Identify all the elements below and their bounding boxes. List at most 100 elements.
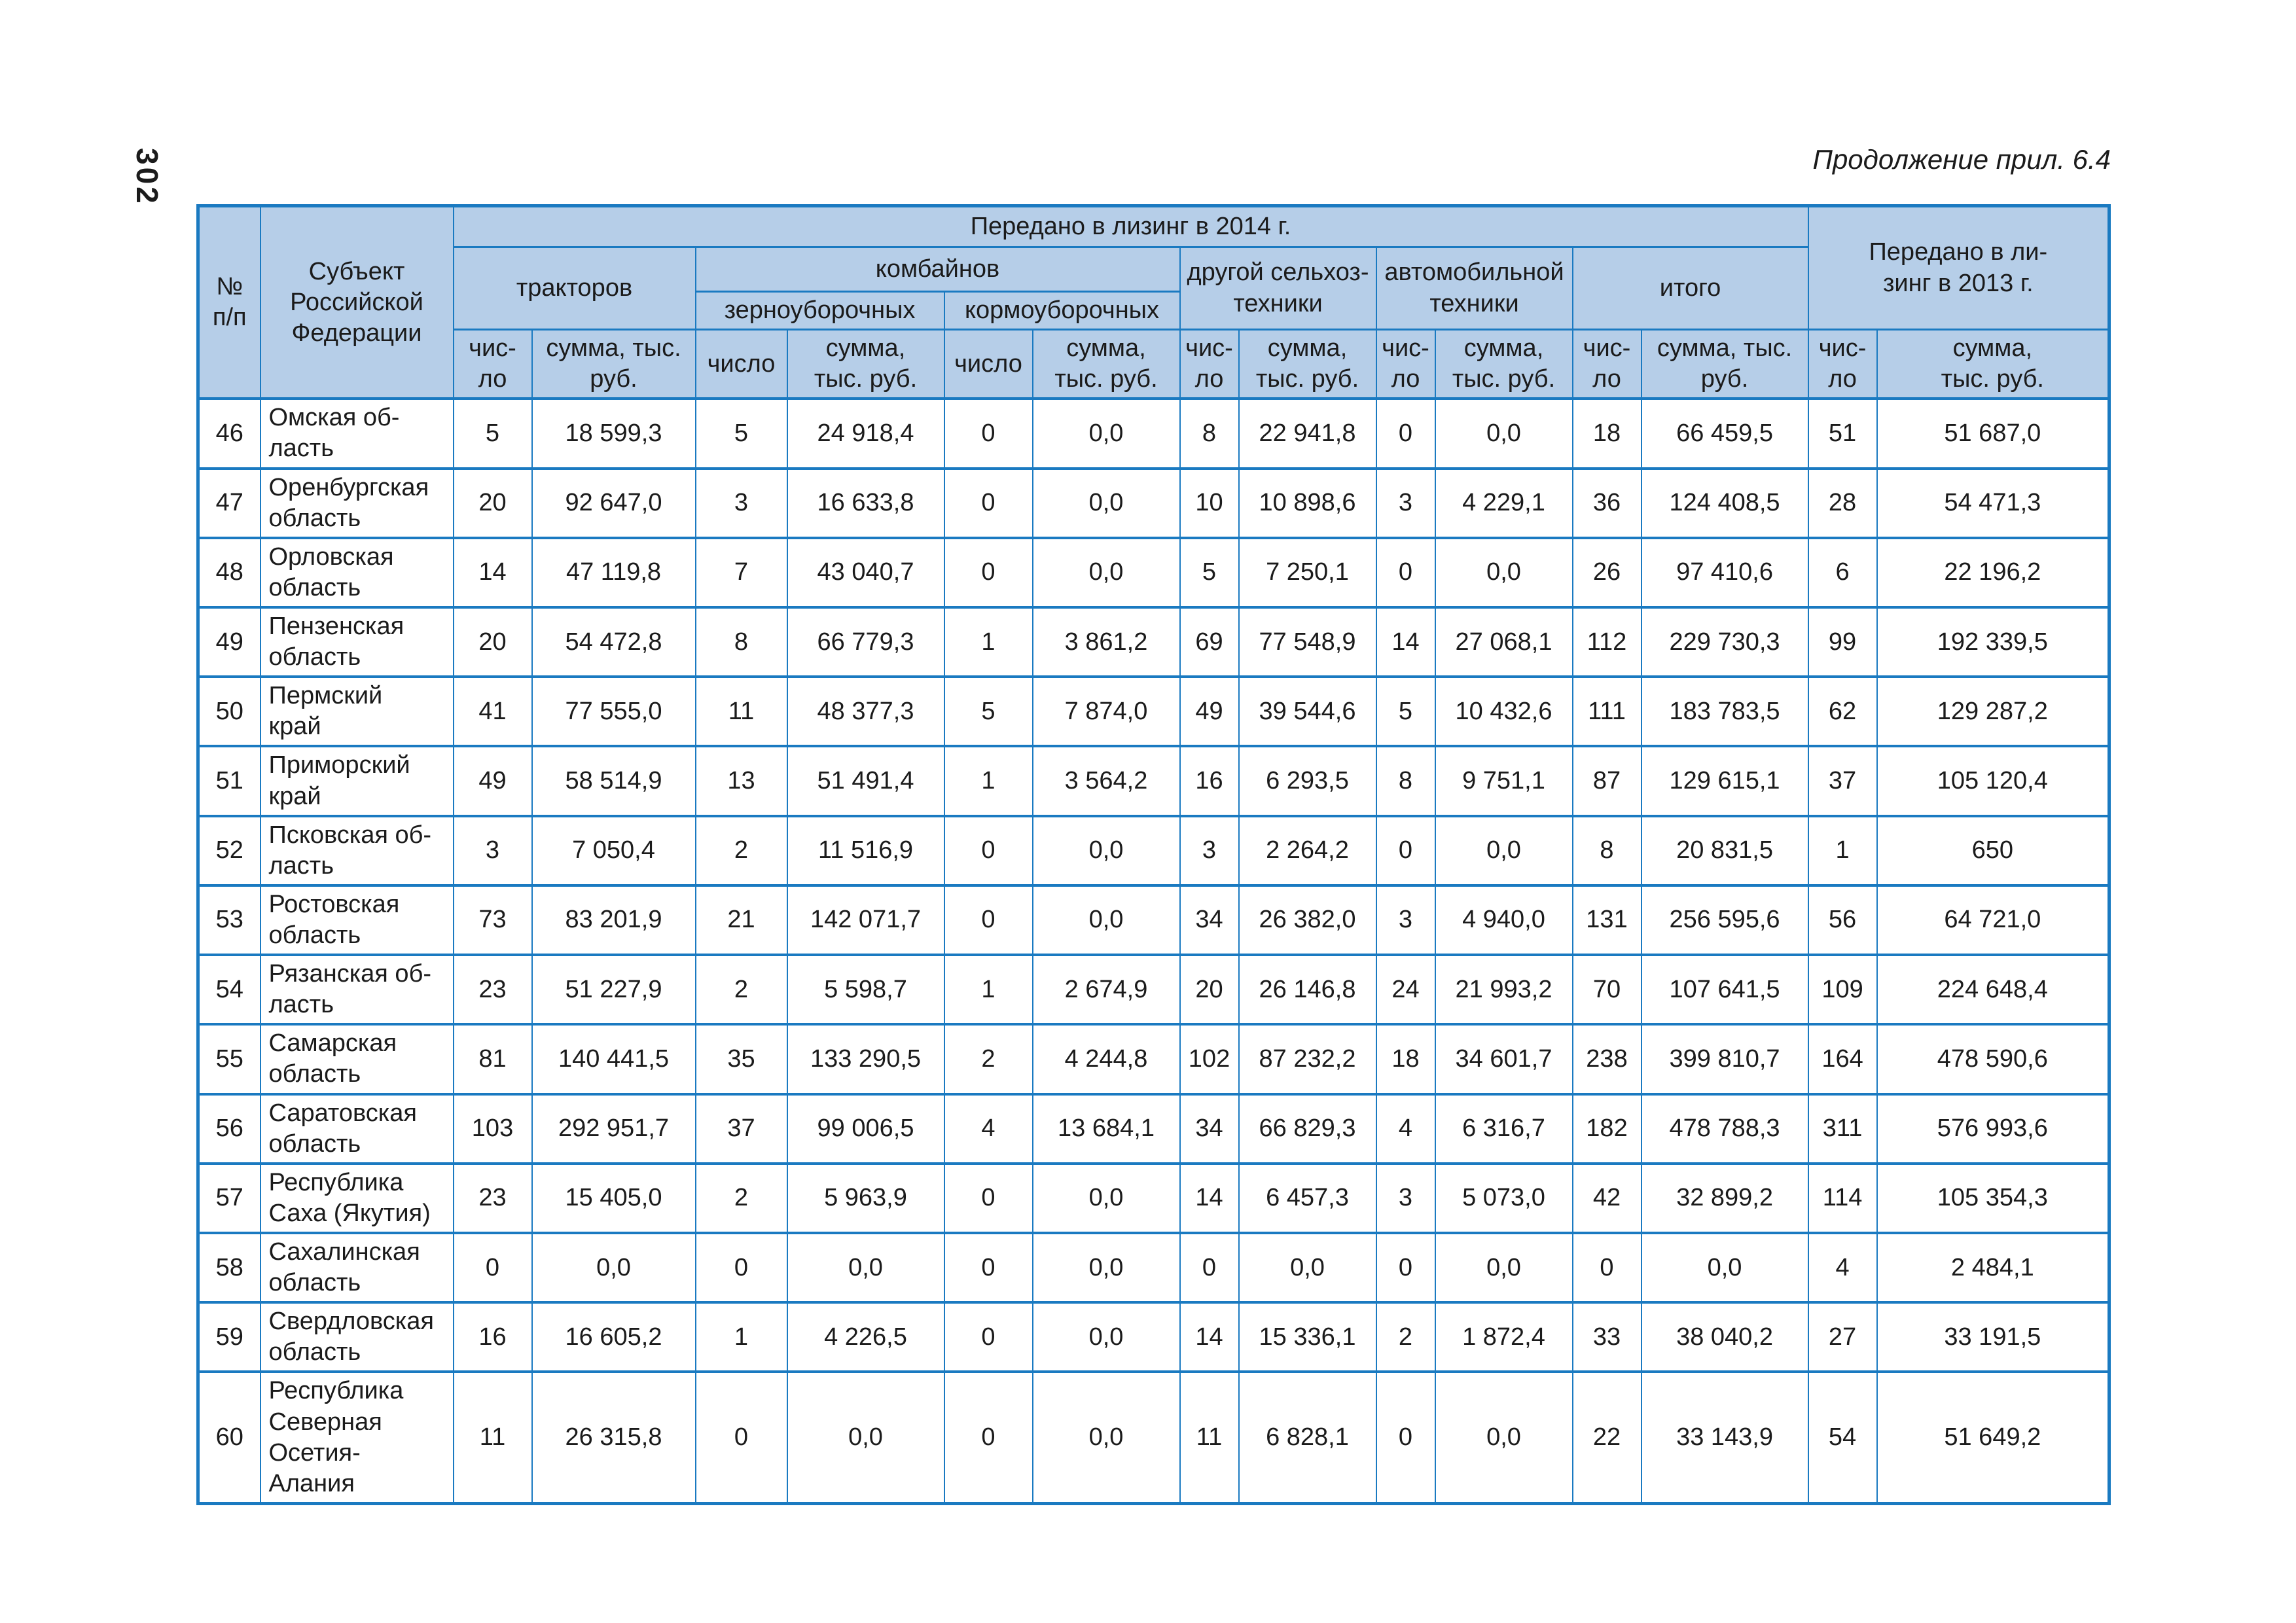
cell-total-count: 70 bbox=[1571, 954, 1642, 1026]
cell-other-sum: 39 544,6 bbox=[1238, 675, 1377, 748]
header-tractors: тракторов bbox=[452, 245, 696, 331]
cell-row-number: 55 bbox=[197, 1023, 261, 1096]
cell-other-count: 69 bbox=[1179, 605, 1240, 679]
cell-grain-count: 0 bbox=[694, 1370, 788, 1505]
cell-total-count: 18 bbox=[1571, 397, 1642, 470]
cell-2013-count: 56 bbox=[1807, 883, 1878, 957]
cell-forage-count: 0 bbox=[943, 467, 1033, 539]
cell-2013-sum: 650 bbox=[1876, 814, 2110, 887]
cell-other-sum: 22 941,8 bbox=[1238, 397, 1377, 470]
cell-other-count: 3 bbox=[1179, 814, 1240, 887]
header-auto-count: чис- ло bbox=[1375, 329, 1436, 400]
cell-forage-count: 4 bbox=[943, 1092, 1033, 1165]
cell-forage-count: 1 bbox=[943, 605, 1033, 679]
cell-tractors-count: 49 bbox=[452, 745, 533, 817]
cell-total-count: 111 bbox=[1571, 675, 1642, 748]
cell-grain-count: 11 bbox=[694, 675, 788, 748]
cell-grain-sum: 5 598,7 bbox=[786, 954, 945, 1026]
cell-grain-count: 8 bbox=[694, 605, 788, 679]
header-auto-sum: сумма, тыс. руб. bbox=[1434, 329, 1573, 400]
cell-auto-count: 2 bbox=[1375, 1301, 1436, 1374]
cell-grain-sum: 133 290,5 bbox=[786, 1023, 945, 1096]
cell-row-number: 47 bbox=[197, 467, 261, 539]
cell-2013-count: 4 bbox=[1807, 1231, 1878, 1304]
leasing-table: № п/п Субъект Российской Федерации Перед… bbox=[196, 204, 2111, 1505]
cell-other-count: 0 bbox=[1179, 1231, 1240, 1304]
cell-tractors-sum: 16 605,2 bbox=[531, 1301, 696, 1374]
table-row: 47 Оренбургская область 20 92 647,0 3 16… bbox=[197, 467, 2110, 539]
cell-tractors-sum: 47 119,8 bbox=[531, 536, 696, 609]
header-forage-count: число bbox=[943, 329, 1033, 400]
cell-2013-count: 62 bbox=[1807, 675, 1878, 748]
header-forage-combines: кормоуборочных bbox=[943, 290, 1181, 331]
cell-auto-count: 4 bbox=[1375, 1092, 1436, 1165]
cell-grain-count: 7 bbox=[694, 536, 788, 609]
cell-row-number: 48 bbox=[197, 536, 261, 609]
cell-region-name: Орловская область bbox=[259, 536, 454, 609]
cell-tractors-sum: 0,0 bbox=[531, 1231, 696, 1304]
cell-other-count: 34 bbox=[1179, 883, 1240, 957]
cell-region-name: Республика Саха (Якутия) bbox=[259, 1162, 454, 1234]
cell-tractors-count: 0 bbox=[452, 1231, 533, 1304]
cell-forage-count: 0 bbox=[943, 883, 1033, 957]
header-2013-sum: сумма, тыс. руб. bbox=[1876, 329, 2110, 400]
table-row: 52 Псковская об- ласть 3 7 050,4 2 11 51… bbox=[197, 814, 2110, 887]
cell-tractors-sum: 140 441,5 bbox=[531, 1023, 696, 1096]
cell-grain-count: 2 bbox=[694, 954, 788, 1026]
table-row: 49 Пензенская область 20 54 472,8 8 66 7… bbox=[197, 605, 2110, 679]
cell-auto-count: 0 bbox=[1375, 814, 1436, 887]
cell-forage-sum: 0,0 bbox=[1031, 814, 1181, 887]
cell-region-name: Самарская область bbox=[259, 1023, 454, 1096]
table-row: 55 Самарская область 81 140 441,5 35 133… bbox=[197, 1023, 2110, 1096]
cell-2013-sum: 22 196,2 bbox=[1876, 536, 2110, 609]
header-forage-sum: сумма, тыс. руб. bbox=[1031, 329, 1181, 400]
cell-tractors-sum: 15 405,0 bbox=[531, 1162, 696, 1234]
cell-auto-sum: 0,0 bbox=[1434, 814, 1573, 887]
cell-grain-sum: 5 963,9 bbox=[786, 1162, 945, 1234]
cell-auto-sum: 6 316,7 bbox=[1434, 1092, 1573, 1165]
cell-other-count: 14 bbox=[1179, 1162, 1240, 1234]
cell-forage-sum: 0,0 bbox=[1031, 536, 1181, 609]
cell-total-count: 131 bbox=[1571, 883, 1642, 957]
cell-grain-sum: 48 377,3 bbox=[786, 675, 945, 748]
cell-auto-sum: 5 073,0 bbox=[1434, 1162, 1573, 1234]
cell-total-sum: 124 408,5 bbox=[1640, 467, 1809, 539]
table-row: 59 Свердловская область 16 16 605,2 1 4 … bbox=[197, 1301, 2110, 1374]
cell-row-number: 60 bbox=[197, 1370, 261, 1505]
cell-other-count: 14 bbox=[1179, 1301, 1240, 1374]
cell-total-sum: 256 595,6 bbox=[1640, 883, 1809, 957]
table-row: 51 Приморский край 49 58 514,9 13 51 491… bbox=[197, 745, 2110, 817]
cell-2013-count: 114 bbox=[1807, 1162, 1878, 1234]
cell-total-count: 0 bbox=[1571, 1231, 1642, 1304]
cell-region-name: Свердловская область bbox=[259, 1301, 454, 1374]
cell-total-count: 22 bbox=[1571, 1370, 1642, 1505]
cell-tractors-count: 16 bbox=[452, 1301, 533, 1374]
cell-forage-sum: 0,0 bbox=[1031, 1162, 1181, 1234]
cell-total-sum: 478 788,3 bbox=[1640, 1092, 1809, 1165]
cell-other-count: 5 bbox=[1179, 536, 1240, 609]
cell-auto-sum: 27 068,1 bbox=[1434, 605, 1573, 679]
cell-forage-count: 1 bbox=[943, 745, 1033, 817]
cell-tractors-sum: 54 472,8 bbox=[531, 605, 696, 679]
header-leased-2013: Передано в ли- зинг в 2013 г. bbox=[1807, 204, 2110, 331]
cell-tractors-count: 14 bbox=[452, 536, 533, 609]
cell-2013-count: 99 bbox=[1807, 605, 1878, 679]
cell-forage-count: 0 bbox=[943, 814, 1033, 887]
cell-other-count: 10 bbox=[1179, 467, 1240, 539]
cell-forage-sum: 7 874,0 bbox=[1031, 675, 1181, 748]
cell-region-name: Сахалинская область bbox=[259, 1231, 454, 1304]
cell-forage-count: 0 bbox=[943, 1162, 1033, 1234]
cell-auto-sum: 9 751,1 bbox=[1434, 745, 1573, 817]
cell-total-sum: 399 810,7 bbox=[1640, 1023, 1809, 1096]
table-row: 56 Саратовская область 103 292 951,7 37 … bbox=[197, 1092, 2110, 1165]
cell-grain-count: 5 bbox=[694, 397, 788, 470]
cell-2013-sum: 51 649,2 bbox=[1876, 1370, 2110, 1505]
cell-total-count: 182 bbox=[1571, 1092, 1642, 1165]
cell-auto-count: 18 bbox=[1375, 1023, 1436, 1096]
cell-other-sum: 26 146,8 bbox=[1238, 954, 1377, 1026]
cell-tractors-count: 20 bbox=[452, 605, 533, 679]
continuation-note: Продолжение прил. 6.4 bbox=[1812, 144, 2111, 175]
cell-other-count: 11 bbox=[1179, 1370, 1240, 1505]
cell-tractors-sum: 51 227,9 bbox=[531, 954, 696, 1026]
cell-tractors-count: 23 bbox=[452, 954, 533, 1026]
